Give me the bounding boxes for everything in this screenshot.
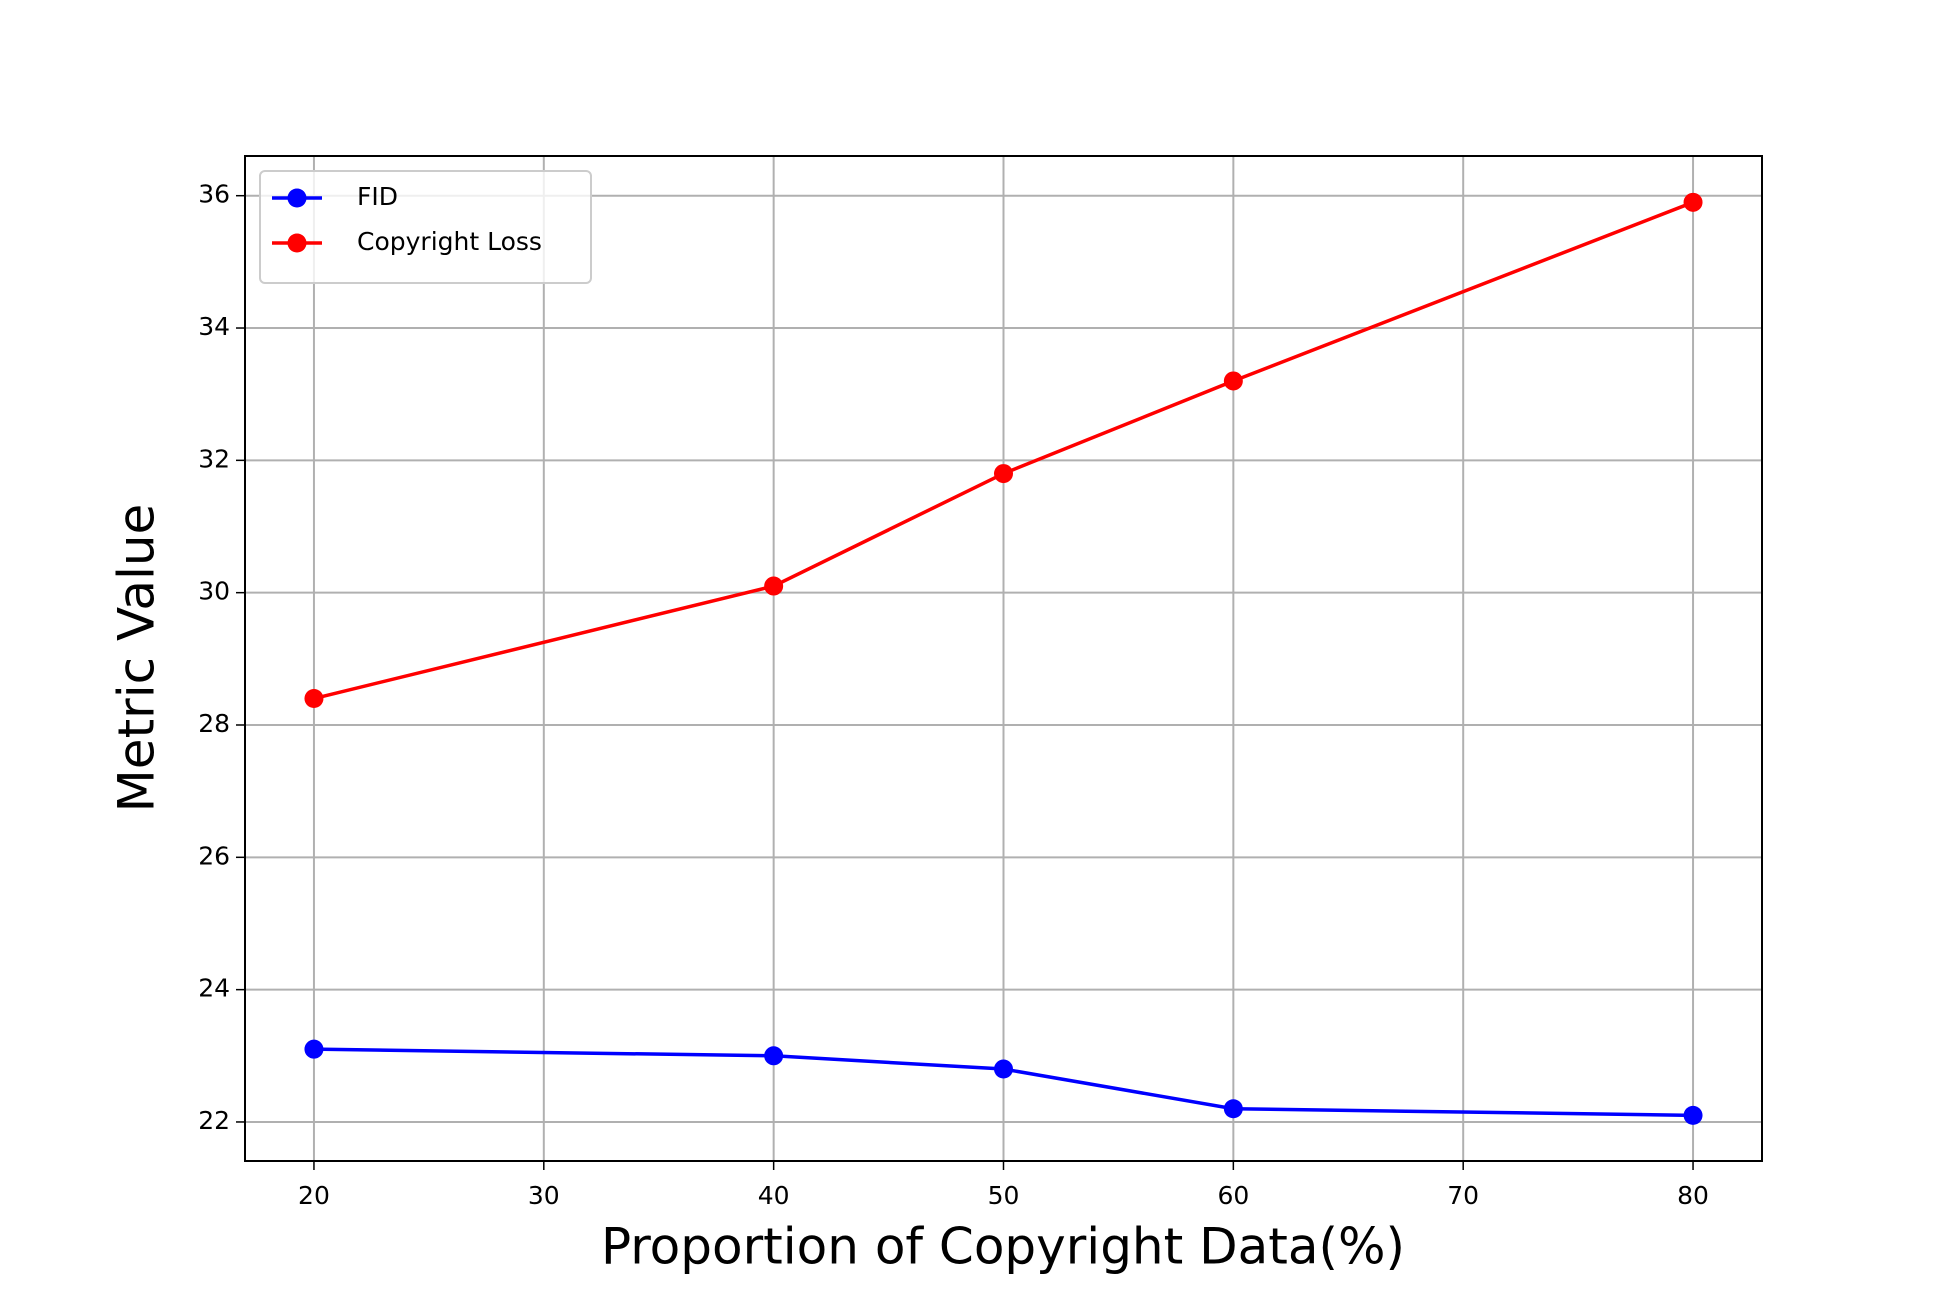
y-tick-label: 28 — [198, 709, 230, 738]
legend-marker — [287, 233, 307, 253]
data-point — [304, 1039, 324, 1059]
x-axis-label: Proportion of Copyright Data(%) — [601, 1218, 1405, 1276]
x-tick-label: 20 — [298, 1181, 330, 1210]
x-tick-label: 40 — [758, 1181, 790, 1210]
data-point — [1223, 371, 1243, 391]
y-tick-label: 26 — [198, 841, 230, 870]
legend-marker — [287, 188, 307, 208]
y-tick-label: 30 — [198, 577, 230, 606]
x-tick-label: 30 — [528, 1181, 560, 1210]
data-point — [1683, 192, 1703, 212]
legend-label: Copyright Loss — [357, 227, 542, 256]
legend-label: FID — [357, 182, 398, 211]
plot-frame — [244, 155, 1763, 1162]
data-point — [1683, 1105, 1703, 1125]
x-tick-label: 80 — [1677, 1181, 1709, 1210]
legend-box — [259, 170, 592, 284]
data-point — [764, 576, 784, 596]
x-tick-label: 60 — [1217, 1181, 1249, 1210]
data-point — [994, 1059, 1013, 1079]
y-tick-label: 32 — [198, 444, 230, 473]
y-tick-label: 36 — [198, 180, 230, 209]
y-axis-label: Metric Value — [108, 504, 166, 813]
y-tick-label: 34 — [198, 312, 230, 341]
data-point — [764, 1046, 784, 1066]
data-point — [994, 464, 1013, 484]
x-tick-label: 70 — [1447, 1181, 1479, 1210]
data-point — [1223, 1099, 1243, 1119]
y-tick-label: 22 — [198, 1106, 230, 1135]
data-point — [304, 689, 324, 709]
x-tick-label: 50 — [988, 1181, 1020, 1210]
y-tick-label: 24 — [198, 974, 230, 1003]
